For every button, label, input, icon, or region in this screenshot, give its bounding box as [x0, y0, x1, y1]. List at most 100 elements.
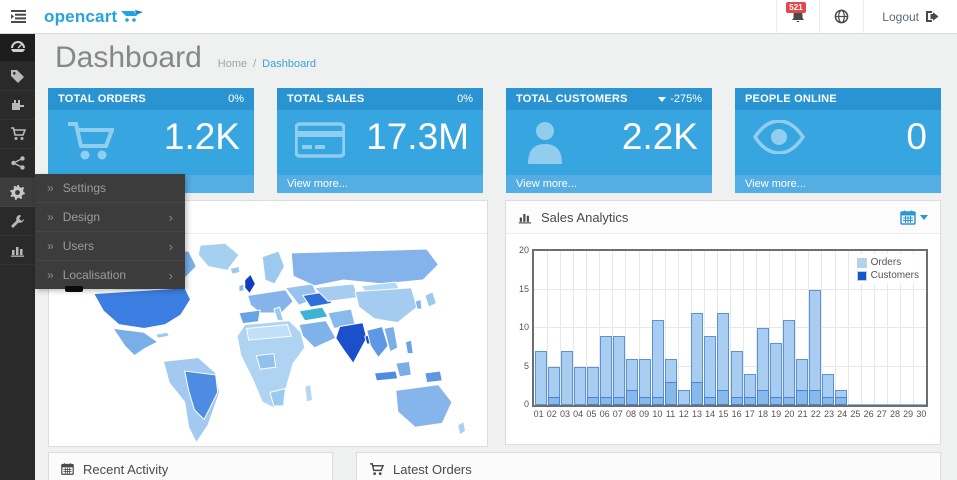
- bar-zero: [860, 404, 874, 405]
- legend-swatch: [856, 270, 867, 281]
- gridline: [860, 251, 862, 405]
- y-axis-tick-label: 10: [518, 322, 529, 332]
- sidebar-item-extensions[interactable]: [0, 91, 35, 120]
- tile-people-online: PEOPLE ONLINE 0 View more...: [735, 88, 941, 193]
- logout-button[interactable]: Logout: [863, 0, 957, 33]
- bar-orders-12: [678, 389, 691, 405]
- bar-customers-11: [665, 381, 678, 405]
- tile-label: TOTAL CUSTOMERS: [516, 93, 628, 105]
- shopping-cart-icon: [10, 127, 26, 140]
- sidebar-item-marketing[interactable]: [0, 149, 35, 178]
- language-button[interactable]: [819, 0, 864, 33]
- bar-customers-18: [756, 389, 769, 405]
- main-content: Dashboard Home / Dashboard TOTAL ORDERS …: [35, 33, 957, 480]
- x-axis-tick-label: 25: [850, 409, 861, 419]
- bar-orders-06: [599, 335, 612, 405]
- sidebar-item-catalog[interactable]: [0, 62, 35, 91]
- shopping-cart-icon: [370, 462, 384, 475]
- x-axis-tick-label: 13: [691, 409, 702, 419]
- bar-zero: [886, 404, 900, 405]
- recent-activity-panel: Recent Activity: [48, 452, 333, 480]
- gridline: [808, 251, 810, 405]
- sidebar-item-system[interactable]: [0, 178, 35, 207]
- logout-label: Logout: [882, 9, 919, 24]
- breadcrumb-home[interactable]: Home: [217, 58, 248, 70]
- x-axis-tick-label: 06: [599, 409, 610, 419]
- sidebar-item-sales[interactable]: [0, 120, 35, 149]
- gridline: [534, 327, 926, 328]
- x-axis-tick-label: 02: [546, 409, 557, 419]
- shopping-cart-icon: [68, 122, 114, 160]
- gridline: [573, 251, 575, 405]
- bar-customers-15: [717, 389, 730, 405]
- x-axis-tick-label: 14: [705, 409, 716, 419]
- submenu-stub: [65, 286, 83, 292]
- speedometer-icon: [10, 41, 25, 52]
- chevron-right-icon: ›: [168, 238, 173, 254]
- bar-customers-22: [808, 389, 821, 405]
- flyout-item-users[interactable]: » Users ›: [35, 232, 185, 261]
- flyout-item-settings[interactable]: » Settings: [35, 174, 185, 203]
- gridline: [703, 251, 705, 405]
- gridline: [638, 251, 640, 405]
- x-axis-tick-label: 11: [665, 409, 676, 419]
- chevron-right-icon: ›: [168, 209, 173, 225]
- double-angle-icon: »: [47, 268, 54, 282]
- gridline: [821, 251, 823, 405]
- legend-item: Orders: [856, 256, 919, 269]
- breadcrumb-current[interactable]: Dashboard: [262, 58, 316, 70]
- bar-customers-13: [691, 381, 704, 405]
- gridline: [651, 251, 653, 405]
- bar-customers-19: [769, 397, 782, 405]
- menu-toggle-button[interactable]: [0, 0, 36, 33]
- chart-legend: Orders Customers: [852, 254, 923, 284]
- bar-orders-20: [782, 320, 795, 405]
- gridline: [795, 251, 797, 405]
- flyout-item-localisation[interactable]: » Localisation ›: [35, 261, 185, 289]
- date-range-button[interactable]: [900, 210, 928, 225]
- bar-customers-09: [639, 397, 652, 405]
- notifications-button[interactable]: 521: [776, 0, 820, 33]
- view-more-link[interactable]: View more...: [735, 175, 941, 193]
- double-angle-icon: »: [47, 181, 54, 195]
- gridline: [834, 251, 836, 405]
- x-axis-tick-label: 09: [639, 409, 650, 419]
- x-axis-tick-label: 21: [797, 409, 808, 419]
- world-map-svg: [61, 242, 467, 444]
- page-title: Dashboard: [55, 41, 202, 74]
- bar-orders-14: [704, 335, 717, 405]
- x-axis-tick-label: 07: [612, 409, 623, 419]
- x-axis-tick-label: 01: [533, 409, 544, 419]
- bar-zero: [899, 404, 913, 405]
- gridline: [716, 251, 718, 405]
- gridline: [547, 251, 549, 405]
- flyout-item-label: Settings: [62, 181, 107, 195]
- view-more-link[interactable]: View more...: [277, 175, 483, 193]
- bar-customers-10: [652, 397, 665, 405]
- sidebar-item-dashboard[interactable]: [0, 33, 35, 62]
- flyout-item-design[interactable]: » Design ›: [35, 203, 185, 232]
- calendar-icon: [900, 210, 916, 225]
- wrench-icon: [11, 214, 24, 228]
- view-more-link[interactable]: View more...: [506, 175, 712, 193]
- bar-orders-04: [573, 366, 586, 405]
- calendar-icon: [61, 463, 74, 475]
- opencart-logo[interactable]: opencart: [44, 0, 144, 33]
- sales-analytics-title: Sales Analytics: [541, 209, 629, 225]
- x-axis-tick-label: 05: [586, 409, 597, 419]
- x-axis-tick-label: 18: [757, 409, 768, 419]
- gridline: [625, 251, 627, 405]
- flyout-item-label: Users: [62, 239, 95, 253]
- tag-icon: [11, 69, 24, 83]
- bar-customers-23: [821, 397, 834, 405]
- flyout-item-label: Localisation: [62, 268, 127, 282]
- sidebar-item-tools[interactable]: [0, 207, 35, 236]
- double-angle-icon: »: [47, 239, 54, 253]
- top-bar: opencart 521: [0, 0, 957, 34]
- eye-icon: [753, 120, 805, 154]
- gridline: [873, 251, 875, 405]
- sidebar-item-reports[interactable]: [0, 236, 35, 265]
- gridline: [677, 251, 679, 405]
- legend-label: Customers: [870, 270, 919, 281]
- notification-count-badge: 521: [786, 2, 806, 13]
